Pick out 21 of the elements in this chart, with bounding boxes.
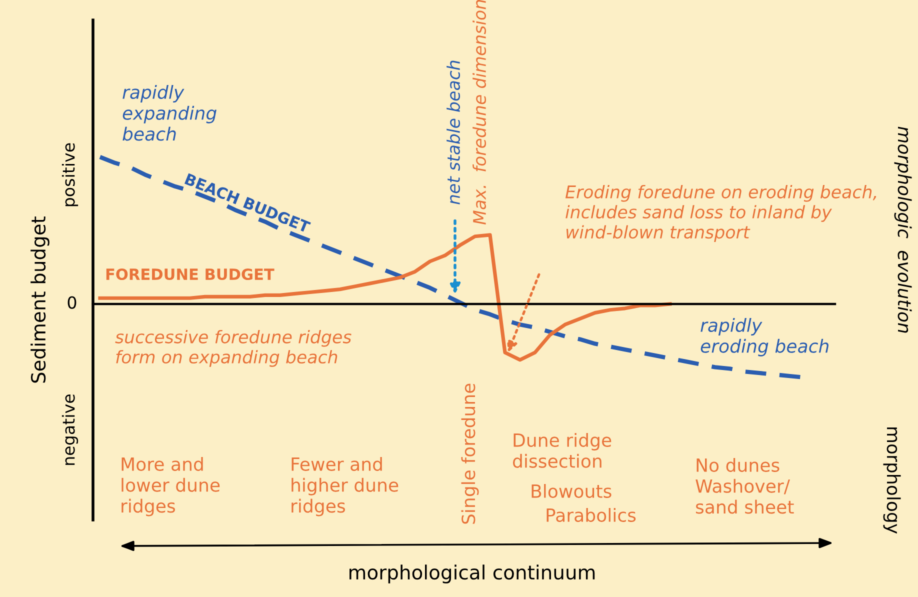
text: morphology (883, 428, 901, 534)
text: Fewer and higher dune ridges (292, 457, 398, 516)
annotation: Eroding foredune on eroding beach, includes sand loss to inland by wind-blown transport (565, 185, 876, 242)
text: morphological continuum (350, 564, 595, 584)
text: Dune ridge dissection (512, 433, 612, 468)
text: Blowouts (532, 484, 612, 498)
annotation: successive foredune ridges form on expanding beach (115, 330, 352, 367)
annotation: Max. foredune dimension (472, 0, 486, 225)
annotation: rapidly eroding beach (700, 318, 828, 356)
text: More and lower dune ridges (122, 457, 220, 516)
text: 0 (68, 296, 76, 309)
text: morphologic evolution (894, 126, 912, 333)
series-label: FOREDUNE BUDGET (106, 268, 274, 280)
annotation: net stable beach (446, 60, 460, 204)
text: Single foredune (461, 384, 479, 524)
text: positive (62, 143, 78, 206)
text: No dunes Washover/ sand sheet (696, 458, 794, 514)
text: negative (62, 394, 78, 465)
text: rapidly expanding beach (122, 85, 216, 141)
y-axis-title: Sediment budget (30, 216, 50, 383)
text: Parabolics (546, 508, 636, 522)
